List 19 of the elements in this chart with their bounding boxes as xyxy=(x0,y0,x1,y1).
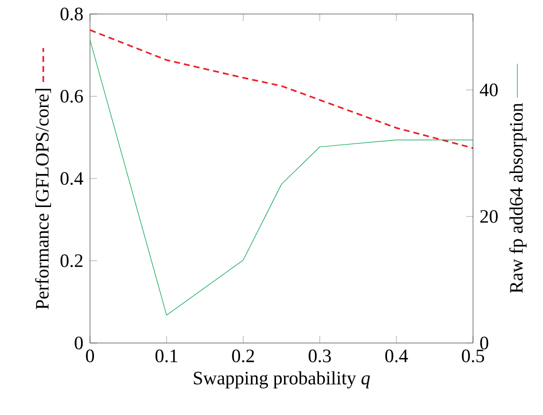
x-tick-label: 0.1 xyxy=(155,350,178,362)
y-tick-label: 0.6 xyxy=(60,90,83,103)
line-series xyxy=(90,40,473,316)
x-tick-label: 0 xyxy=(86,350,94,362)
line-series xyxy=(90,29,473,149)
y-tick-label: 0.2 xyxy=(60,254,82,268)
x-tick-label: 0.5 xyxy=(462,350,484,362)
y-tick-label: 0.8 xyxy=(60,8,83,20)
x-tick-label: 0.2 xyxy=(232,350,254,362)
x-axis-title: Swapping probability q xyxy=(194,371,370,388)
x-tick-label: 0.3 xyxy=(308,350,331,362)
y-tick-label: 0.4 xyxy=(60,172,84,185)
y2-tick-label: 40 xyxy=(480,84,498,96)
y2-tick-label: 20 xyxy=(480,210,498,223)
y-axis-title: Performance [GFLOPS/core] xyxy=(35,88,52,310)
y-tick-label: 0 xyxy=(74,336,83,350)
y2-tick-label: 0 xyxy=(480,336,488,350)
x-tick-label: 0.4 xyxy=(385,350,408,362)
y2-axis-title: Raw fp add64 absorption xyxy=(509,103,527,294)
